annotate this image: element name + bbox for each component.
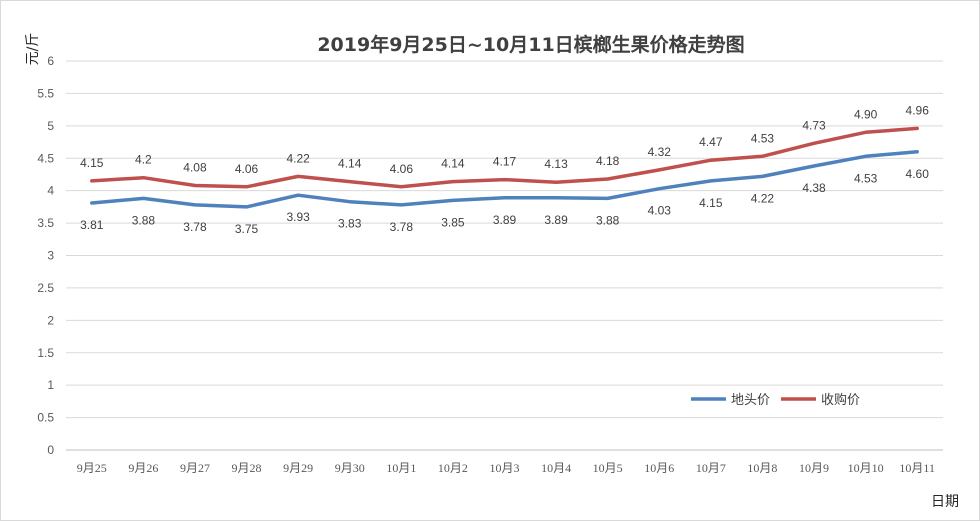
- data-label: 3.75: [235, 222, 259, 236]
- data-label: 4.06: [235, 162, 259, 176]
- series-lines: [90, 126, 919, 209]
- x-tick-label: 10月8: [747, 461, 777, 475]
- x-tick-label: 10月2: [438, 461, 468, 475]
- data-label: 3.88: [132, 213, 156, 227]
- chart-title: 2019年9月25日~10月11日槟榔生果价格走势图: [317, 33, 744, 56]
- data-label: 4.73: [802, 118, 826, 132]
- y-tick-label: 2: [47, 313, 54, 327]
- x-tick-label: 10月6: [644, 461, 674, 475]
- data-label: 4.60: [906, 167, 930, 181]
- x-tick-label: 9月25: [77, 461, 107, 475]
- legend: 地头价 收购价: [691, 392, 860, 408]
- x-tick-label: 10月1: [386, 461, 416, 475]
- data-label: 4.15: [699, 196, 723, 210]
- x-axis-ticks: 9月25 9月26 9月27 9月28 9月29 9月30 10月1 10月2 10月3 10月4…: [77, 461, 935, 475]
- data-label: 4.14: [338, 157, 362, 171]
- data-label: 4.22: [751, 191, 775, 205]
- gridlines: [66, 60, 943, 451]
- data-label: 4.18: [596, 154, 620, 168]
- data-label: 3.81: [80, 218, 104, 232]
- series-line-1: [90, 126, 919, 189]
- data-label: 3.88: [596, 213, 620, 227]
- legend-label-1: 收购价: [821, 392, 860, 408]
- data-label: 4.06: [390, 162, 414, 176]
- y-tick-label: 4: [47, 184, 54, 198]
- y-tick-label: 1.5: [37, 346, 54, 360]
- x-tick-label: 9月29: [283, 461, 313, 475]
- data-label: 4.13: [544, 157, 568, 171]
- x-tick-label: 9月30: [335, 461, 365, 475]
- data-label: 4.17: [493, 155, 517, 169]
- legend-label-0: 地头价: [731, 393, 770, 408]
- y-tick-label: 5.5: [37, 86, 54, 100]
- data-label: 4.47: [699, 135, 723, 149]
- data-label: 4.08: [183, 160, 207, 174]
- y-tick-label: 4.5: [37, 151, 54, 165]
- data-labels: 3.81 3.88 3.78 3.75 3.93 3.83 3.78 3.85 3.89 3.89…: [80, 103, 929, 235]
- x-tick-label: 10月5: [593, 461, 623, 475]
- y-tick-label: 0.5: [37, 411, 54, 425]
- y-tick-label: 6: [47, 54, 54, 68]
- data-label: 3.93: [286, 210, 310, 224]
- x-tick-label: 10月9: [799, 461, 829, 475]
- data-label: 4.38: [802, 181, 826, 195]
- x-tick-label: 10月10: [848, 461, 884, 475]
- data-label: 3.85: [441, 215, 465, 229]
- x-tick-label: 9月27: [180, 461, 210, 475]
- x-tick-label: 10月3: [489, 461, 519, 475]
- y-tick-label: 3.5: [37, 216, 54, 230]
- data-label: 4.03: [648, 204, 672, 218]
- data-label: 4.96: [906, 103, 930, 117]
- data-label: 4.32: [648, 145, 672, 159]
- data-label: 3.83: [338, 217, 362, 231]
- y-tick-label: 5: [47, 119, 54, 133]
- y-tick-label: 0: [47, 443, 54, 457]
- x-tick-label: 10月11: [899, 461, 935, 475]
- data-label: 3.78: [390, 220, 414, 234]
- data-label: 4.15: [80, 156, 104, 170]
- y-tick-label: 2.5: [37, 281, 54, 295]
- data-label: 4.14: [441, 157, 465, 171]
- series-line-0: [90, 150, 919, 209]
- x-axis-label: 日期: [931, 494, 959, 510]
- x-tick-label: 9月26: [128, 461, 158, 475]
- y-tick-label: 3: [47, 249, 54, 263]
- data-label: 4.22: [286, 151, 310, 165]
- data-label: 3.89: [493, 213, 517, 227]
- x-tick-label: 10月4: [541, 461, 571, 475]
- x-tick-label: 9月28: [232, 461, 262, 475]
- data-label: 4.53: [751, 131, 775, 145]
- data-label: 4.90: [854, 107, 878, 121]
- y-axis-label: 元/斤: [25, 33, 41, 66]
- data-label: 3.78: [183, 220, 207, 234]
- data-label: 4.2: [135, 153, 152, 167]
- x-tick-label: 10月7: [696, 461, 726, 475]
- y-axis-ticks: 0 0.5 1 1.5 2 2.5 3 3.5 4 4.5 5 5.5 6: [37, 54, 54, 457]
- data-label: 4.53: [854, 171, 878, 185]
- data-label: 3.89: [544, 213, 568, 227]
- y-tick-label: 1: [47, 378, 54, 392]
